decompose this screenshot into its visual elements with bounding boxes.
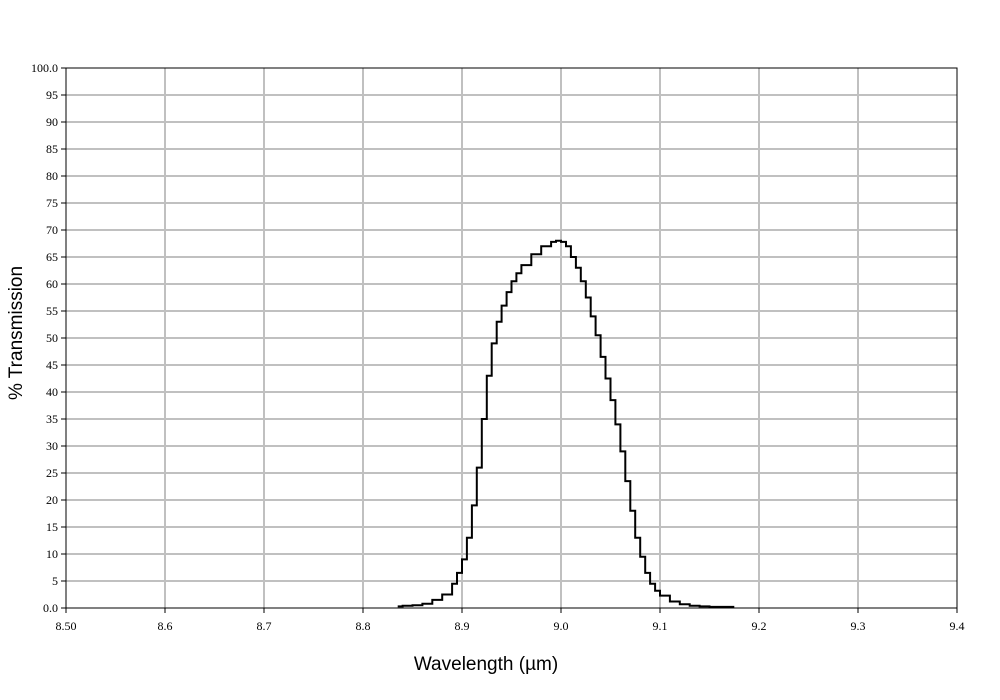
x-tick-label: 8.7 xyxy=(257,619,272,633)
y-tick-label: 25 xyxy=(46,466,58,480)
y-tick-label: 5 xyxy=(52,574,58,588)
x-tick-label: 9.1 xyxy=(653,619,668,633)
y-tick-label: 10 xyxy=(46,547,58,561)
y-tick-label: 100.0 xyxy=(31,61,58,75)
y-tick-label: 65 xyxy=(46,250,58,264)
y-axis: 0.0 5 10 15 20 25 30 35 40 45 50 55 60 65 70 75 80 85 90 95… xyxy=(31,61,66,615)
y-tick-label: 50 xyxy=(46,331,58,345)
gridlines xyxy=(66,68,957,608)
x-tick-label: 8.9 xyxy=(455,619,470,633)
series-layer xyxy=(397,239,735,608)
x-tick-label: 8.6 xyxy=(158,619,173,633)
y-tick-label: 60 xyxy=(46,277,58,291)
y-tick-label: 30 xyxy=(46,439,58,453)
x-tick-label: 9.4 xyxy=(950,619,965,633)
y-tick-label: 0.0 xyxy=(43,601,58,615)
x-tick-label: 9.0 xyxy=(554,619,569,633)
y-tick-label: 55 xyxy=(46,304,58,318)
y-tick-label: 95 xyxy=(46,88,58,102)
y-tick-label: 40 xyxy=(46,385,58,399)
y-tick-label: 90 xyxy=(46,115,58,129)
x-tick-label: 8.50 xyxy=(56,619,77,633)
transmission-curve xyxy=(397,239,735,608)
y-axis-label: % Transmission xyxy=(6,266,27,400)
x-tick-label: 9.2 xyxy=(752,619,767,633)
y-tick-label: 80 xyxy=(46,169,58,183)
y-tick-label: 70 xyxy=(46,223,58,237)
y-tick-label: 35 xyxy=(46,412,58,426)
y-tick-label: 75 xyxy=(46,196,58,210)
y-tick-label: 85 xyxy=(46,142,58,156)
y-tick-label: 20 xyxy=(46,493,58,507)
x-tick-label: 9.3 xyxy=(851,619,866,633)
x-axis-label: Wavelength (µm) xyxy=(414,654,558,675)
x-axis: 8.50 8.6 8.7 8.8 8.9 9.0 9.1 9.2 9.3 9.4 xyxy=(56,608,965,633)
y-tick-label: 15 xyxy=(46,520,58,534)
y-tick-label: 45 xyxy=(46,358,58,372)
x-tick-label: 8.8 xyxy=(356,619,371,633)
